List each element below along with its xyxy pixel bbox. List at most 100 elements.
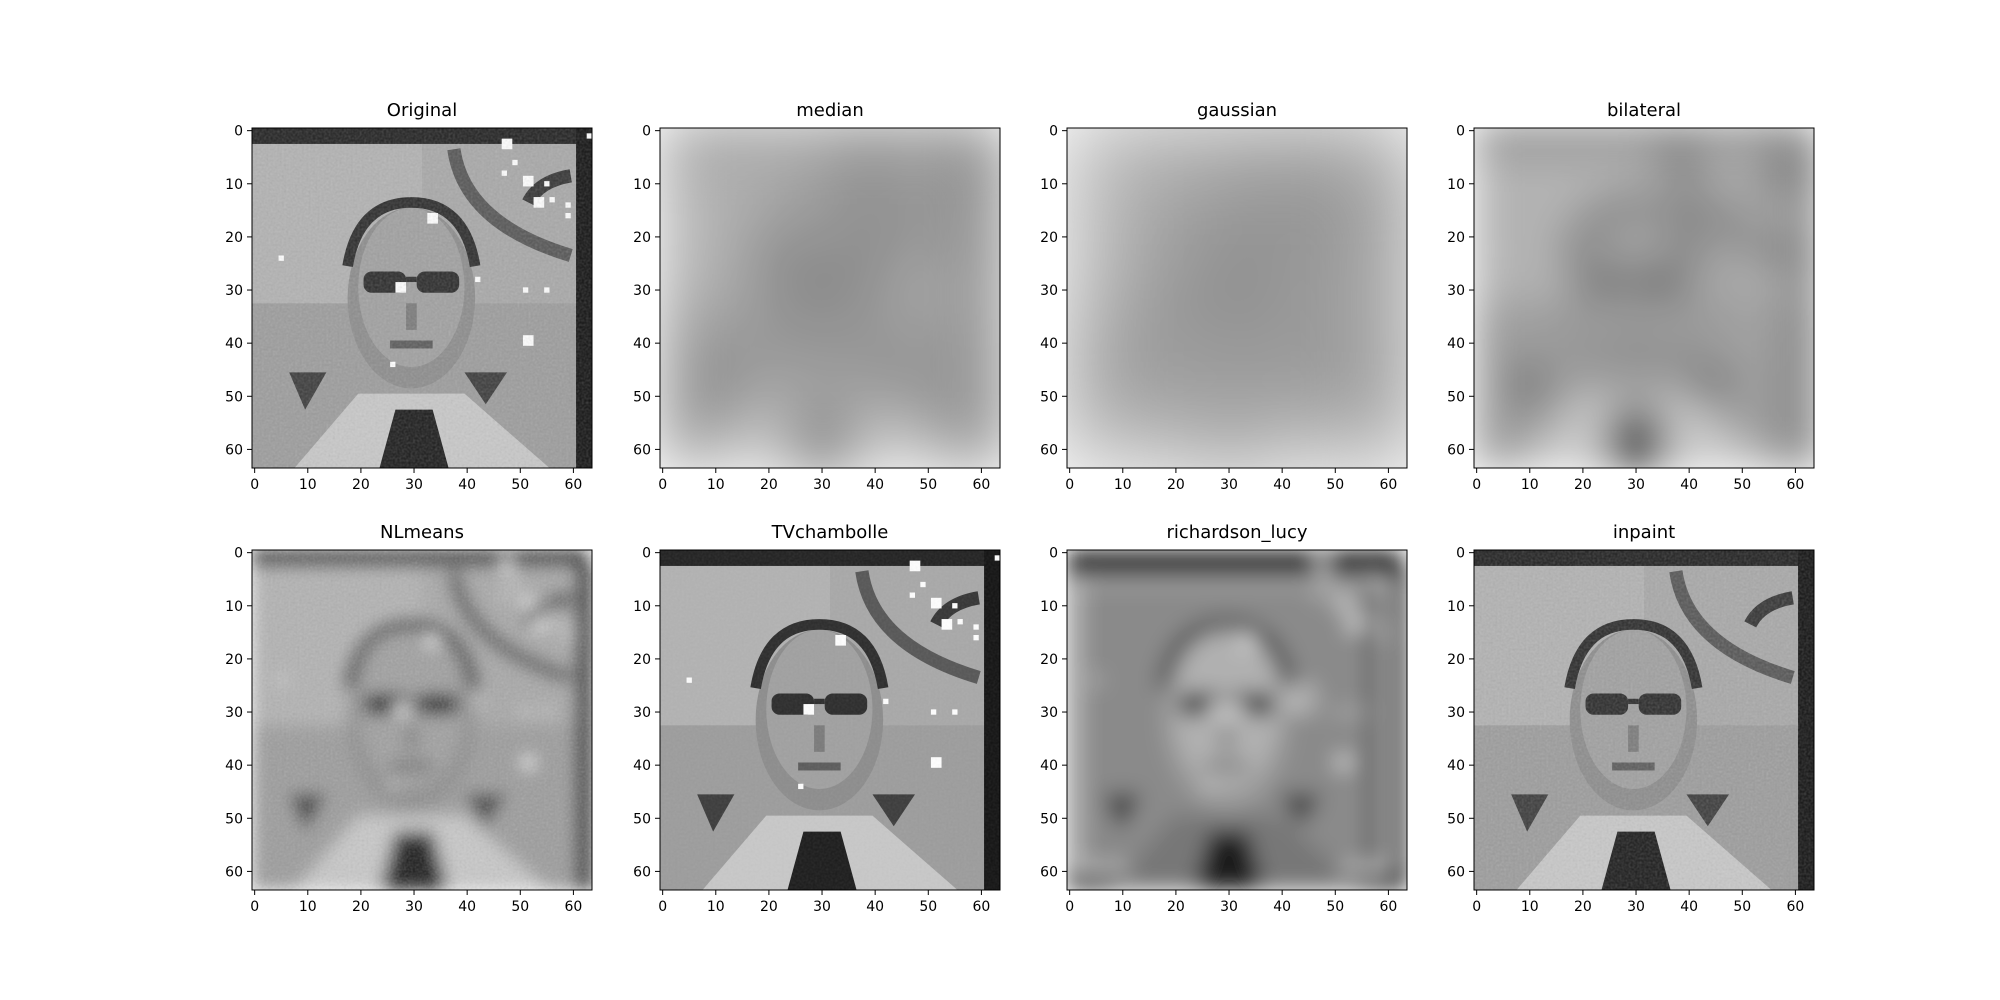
axes-frame: [251, 549, 593, 891]
panel-gaussian: gaussian 0 10 20 30 40 50 60 0 10 20 30 40 50 60: [1040, 100, 1408, 493]
x-tick-label: 30: [1627, 899, 1645, 915]
image: [660, 128, 1000, 468]
y-tick-label: 60: [225, 442, 243, 458]
x-tick-label: 20: [760, 899, 778, 915]
y-tick-label: 50: [633, 811, 651, 827]
image-content: [660, 128, 1000, 468]
x-tick-label: 0: [1065, 477, 1074, 493]
y-tick-label: 30: [1447, 283, 1465, 299]
y-tick-label: 20: [633, 652, 651, 668]
x-tick-label: 10: [1521, 899, 1539, 915]
x-tick-label: 10: [1114, 899, 1132, 915]
x-tick-label: 10: [1521, 477, 1539, 493]
x-tick-label: 60: [564, 899, 582, 915]
x-tick-label: 50: [1326, 477, 1344, 493]
x-tick-label: 40: [458, 899, 476, 915]
x-tick-label: 20: [352, 899, 370, 915]
axes-frame: [659, 127, 1001, 469]
x-tick-label: 10: [299, 477, 317, 493]
y-tick-label: 40: [1447, 758, 1465, 774]
image: [1067, 550, 1407, 890]
x-tick-label: 30: [813, 477, 831, 493]
y-tick-label: 0: [1049, 546, 1058, 562]
y-tick-label: 60: [1447, 442, 1465, 458]
y-tick-label: 0: [642, 124, 651, 140]
panel-median: median 0 10 20 30 40 50 60 0 10 20 30 40 50 60: [633, 100, 1001, 493]
x-tick-label: 0: [1472, 899, 1481, 915]
y-tick-label: 10: [633, 177, 651, 193]
x-tick-label: 50: [1733, 477, 1751, 493]
y-tick-label: 10: [1040, 177, 1058, 193]
x-tick-label: 50: [1326, 899, 1344, 915]
image: [1067, 128, 1407, 468]
x-tick-label: 40: [1273, 899, 1291, 915]
x-tick-label: 10: [299, 899, 317, 915]
x-tick-label: 20: [1574, 899, 1592, 915]
y-tick-label: 10: [225, 599, 243, 615]
y-tick-label: 60: [1447, 864, 1465, 880]
y-tick-label: 0: [1456, 546, 1465, 562]
y-tick-label: 10: [1040, 599, 1058, 615]
x-tick-label: 40: [866, 477, 884, 493]
y-tick-label: 60: [1040, 864, 1058, 880]
x-tick-label: 60: [972, 899, 990, 915]
x-tick-label: 0: [1472, 477, 1481, 493]
x-tick-label: 10: [707, 899, 725, 915]
y-tick-label: 20: [1040, 230, 1058, 246]
x-tick-label: 0: [250, 477, 259, 493]
y-tick-label: 10: [1447, 177, 1465, 193]
panel-title: inpaint: [1613, 522, 1675, 543]
panel-original: Original 0 10 20 30 40 50 60 0 10 20 30 40 50 60: [225, 100, 593, 493]
x-tick-label: 40: [1680, 477, 1698, 493]
x-tick-label: 50: [511, 899, 529, 915]
x-tick-label: 30: [405, 899, 423, 915]
noise-overlay: [252, 550, 592, 890]
y-tick-label: 40: [633, 336, 651, 352]
x-tick-label: 20: [1167, 477, 1185, 493]
x-tick-label: 50: [919, 477, 937, 493]
panel-tv: TVchambolle 0 10 20 30 40 50 60 0 10 20 30 40 50 60: [633, 522, 1001, 915]
y-tick-label: 60: [633, 864, 651, 880]
x-tick-label: 0: [658, 477, 667, 493]
x-tick-label: 30: [813, 899, 831, 915]
y-tick-label: 40: [1040, 336, 1058, 352]
y-tick-label: 40: [1040, 758, 1058, 774]
panel-title: gaussian: [1197, 100, 1277, 121]
y-tick-label: 40: [1447, 336, 1465, 352]
panel-title: TVchambolle: [771, 522, 889, 543]
x-tick-label: 30: [1220, 899, 1238, 915]
y-tick-label: 50: [1040, 811, 1058, 827]
x-tick-label: 60: [1379, 477, 1397, 493]
x-tick-label: 50: [1733, 899, 1751, 915]
y-tick-label: 0: [1456, 124, 1465, 140]
x-tick-label: 40: [866, 899, 884, 915]
y-tick-label: 0: [1049, 124, 1058, 140]
axes-frame: [1473, 127, 1815, 469]
y-tick-label: 20: [225, 652, 243, 668]
x-tick-label: 0: [658, 899, 667, 915]
y-tick-label: 60: [225, 864, 243, 880]
noise-overlay: [252, 128, 592, 468]
x-tick-label: 30: [405, 477, 423, 493]
y-tick-label: 30: [1040, 283, 1058, 299]
axes-frame: [1066, 127, 1408, 469]
panel-rl: richardson_lucy 0 10 20 30 40 50 60 0 10 20 30 40 50 6…: [1040, 522, 1408, 915]
y-tick-label: 40: [225, 336, 243, 352]
image-content: [1474, 128, 1814, 468]
y-tick-label: 0: [234, 546, 243, 562]
panel-bilateral: bilateral 0 10 20 30 40 50 60 0 10 20 30 40 50 60: [1447, 100, 1815, 493]
y-tick-label: 20: [1447, 230, 1465, 246]
y-tick-label: 0: [234, 124, 243, 140]
y-tick-label: 60: [1040, 442, 1058, 458]
x-tick-label: 20: [1167, 899, 1185, 915]
x-tick-label: 20: [1574, 477, 1592, 493]
y-tick-label: 50: [1447, 389, 1465, 405]
x-tick-label: 50: [511, 477, 529, 493]
image-content: [1067, 128, 1407, 468]
x-tick-label: 40: [458, 477, 476, 493]
y-tick-label: 10: [225, 177, 243, 193]
x-tick-label: 30: [1627, 477, 1645, 493]
y-tick-label: 50: [633, 389, 651, 405]
panel-title: Original: [387, 100, 457, 121]
x-tick-label: 20: [760, 477, 778, 493]
